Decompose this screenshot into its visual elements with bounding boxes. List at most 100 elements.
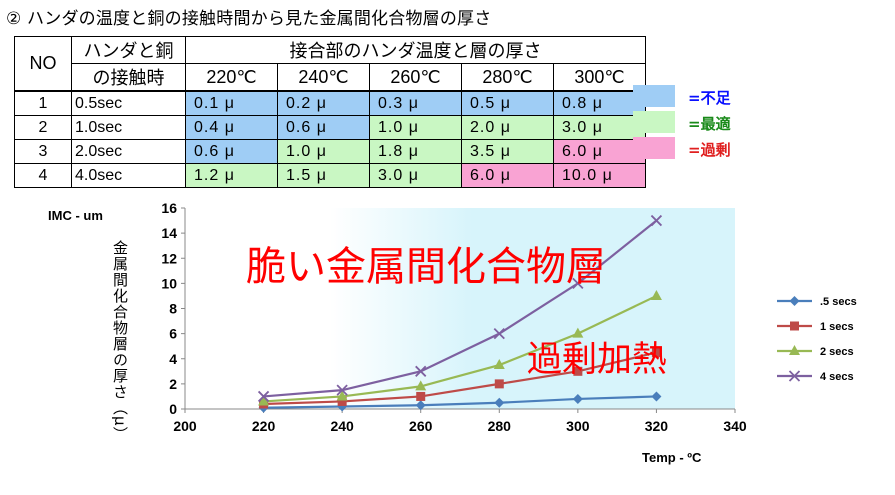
legend-swatch-excess	[633, 137, 675, 159]
y-tick-label: 16	[161, 200, 177, 216]
data-point	[493, 327, 505, 340]
cell-value: 1.0 μ	[277, 139, 370, 164]
row-no: 2	[14, 115, 72, 140]
legend-label: 2 secs	[820, 346, 854, 358]
legend-item: 4 secs	[777, 370, 854, 383]
cell-value: 1.0 μ	[369, 115, 462, 140]
cell-value: 1.2 μ	[185, 163, 278, 188]
data-point	[651, 391, 662, 402]
annotation-overheating: 過剰加熱	[527, 340, 667, 380]
legend-label: .5 secs	[820, 296, 857, 308]
cell-value: 10.0 μ	[553, 163, 646, 188]
y-tick-label: 4	[169, 351, 177, 367]
series-line	[263, 351, 657, 406]
cell-value: 6.0 μ	[461, 163, 554, 188]
cell-value: 0.6 μ	[185, 139, 278, 164]
cell-value: 0.8 μ	[553, 90, 646, 116]
cell-value: 1.8 μ	[369, 139, 462, 164]
row-time: 0.5sec	[71, 90, 186, 116]
data-point	[650, 214, 663, 227]
imc-line-chart: 0 2 4 6 8 10 12 14 16 200 220 240 260 280 300 320 340 IMC…	[48, 200, 857, 465]
header-temp-260: 260℃	[369, 63, 462, 92]
cell-value: 1.5 μ	[277, 163, 370, 188]
legend-label-excess: =過剰	[688, 141, 731, 159]
row-time: 1.0sec	[71, 115, 186, 140]
legend-label: 4 secs	[820, 371, 854, 383]
series-line	[263, 219, 658, 398]
data-point	[336, 390, 348, 401]
data-point	[493, 359, 505, 370]
data-point	[415, 380, 427, 391]
y-tick-label: 0	[169, 401, 177, 417]
table-row: 3 2.0sec 0.6 μ 1.0 μ 1.8 μ 3.5 μ 6.0 μ	[14, 139, 646, 164]
header-time-line1: ハンダと銅	[71, 36, 186, 64]
cell-value: 0.1 μ	[185, 90, 278, 116]
y-tick-label: 2	[169, 376, 177, 392]
data-point	[650, 289, 662, 300]
y-tick-label: 6	[169, 326, 177, 342]
data-point	[494, 379, 504, 389]
y-axis-title: IMC - um	[48, 208, 103, 223]
y-tick-label: 12	[161, 250, 177, 266]
legend-swatch-optimal	[633, 111, 675, 133]
data-point	[257, 390, 270, 403]
thickness-table: NO ハンダと銅 接合部のハンダ温度と層の厚さ の接触時 220℃ 240℃ 2…	[14, 36, 646, 188]
cell-value: 0.3 μ	[369, 90, 462, 116]
series-3	[258, 289, 662, 406]
data-point	[494, 397, 505, 408]
data-point	[573, 366, 583, 376]
cell-value: 0.2 μ	[277, 90, 370, 116]
legend-label: 1 secs	[820, 321, 854, 333]
data-point	[651, 347, 661, 357]
header-time-line2: の接触時	[71, 63, 186, 92]
header-temp-220: 220℃	[185, 63, 278, 92]
data-point	[337, 396, 347, 406]
header-group: 接合部のハンダ温度と層の厚さ	[185, 36, 646, 64]
data-point	[415, 365, 427, 377]
data-point	[572, 393, 583, 404]
y-tick-label: 10	[161, 275, 177, 291]
x-tick-label: 220	[252, 418, 276, 434]
row-no: 3	[14, 139, 72, 164]
y-tick-label: 8	[169, 301, 177, 317]
cell-value: 3.0 μ	[553, 115, 646, 140]
header-temp-280: 280℃	[461, 63, 554, 92]
legend-marker	[788, 370, 801, 382]
header-temp-240: 240℃	[277, 63, 370, 92]
row-time: 4.0sec	[71, 163, 186, 188]
annotation-brittle-imc: 脆い金属間化合物層	[246, 244, 606, 290]
data-point	[415, 400, 426, 411]
x-tick-label: 240	[330, 418, 354, 434]
series-line	[263, 395, 657, 409]
table-row: 1 0.5sec 0.1 μ 0.2 μ 0.3 μ 0.5 μ 0.8 μ	[14, 90, 646, 116]
x-tick-label: 320	[645, 418, 669, 434]
page-heading: ② ハンダの温度と銅の接触時間から見た金属間化合物層の厚さ	[6, 9, 492, 29]
legend-label-optimal: =最適	[688, 115, 731, 133]
legend-swatch-short	[633, 85, 675, 107]
y-axis-vertical-label: 金属間化合物層の厚さ（μ）	[111, 240, 129, 443]
row-no: 4	[14, 163, 72, 188]
row-time: 2.0sec	[71, 139, 186, 164]
legend-label-short: =不足	[688, 89, 731, 107]
legend-item: 2 secs	[777, 345, 854, 358]
data-point	[572, 327, 584, 338]
legend-marker	[789, 345, 800, 355]
data-point	[416, 391, 426, 401]
x-tick-label: 300	[566, 418, 590, 434]
header-no: NO	[14, 36, 72, 92]
x-tick-label: 340	[723, 418, 747, 434]
data-point	[337, 401, 348, 412]
cell-value: 0.4 μ	[185, 115, 278, 140]
data-point	[336, 384, 348, 396]
cell-value: 2.0 μ	[461, 115, 554, 140]
legend-item: .5 secs	[777, 296, 857, 308]
cell-value: 3.0 μ	[369, 163, 462, 188]
cell-value: 0.6 μ	[277, 115, 370, 140]
legend-item: 1 secs	[777, 321, 854, 333]
cell-value: 6.0 μ	[553, 139, 646, 164]
legend-marker	[790, 321, 799, 331]
row-no: 1	[14, 90, 72, 116]
excess-overlay	[330, 208, 735, 409]
data-point	[572, 277, 584, 290]
series-line	[263, 294, 657, 403]
